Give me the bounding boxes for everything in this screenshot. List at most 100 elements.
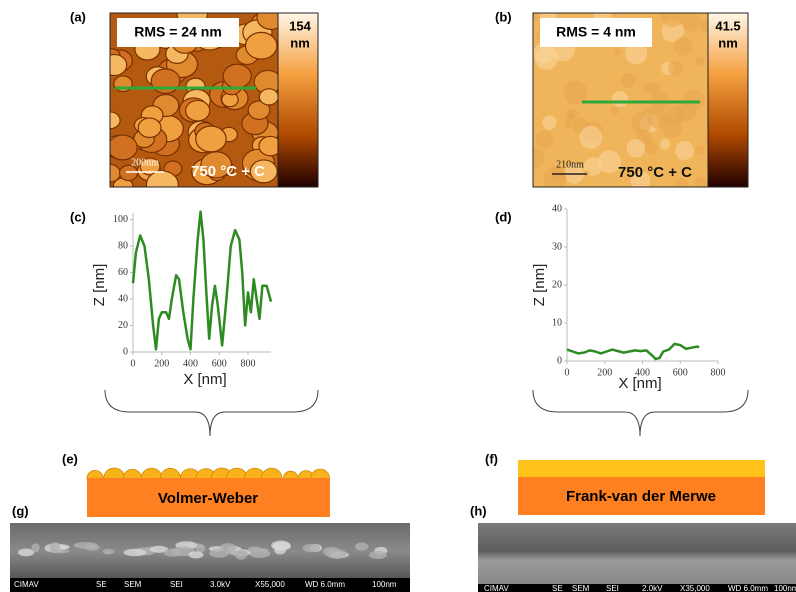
texture <box>621 73 636 88</box>
panel-label: (h) <box>470 503 487 518</box>
x-tick-label: 600 <box>673 367 688 378</box>
sem-grain <box>327 549 347 559</box>
x-tick-label: 800 <box>241 358 256 369</box>
sem-info-item: SEM <box>124 580 142 589</box>
sem-info-item: SEI <box>606 584 619 592</box>
condition: 750 °C + C <box>191 163 265 180</box>
y-tick-label: 40 <box>118 293 128 304</box>
rms-text: RMS = 4 nm <box>556 24 636 40</box>
y-tick-label: 20 <box>552 279 562 290</box>
texture <box>660 139 670 149</box>
texture <box>611 106 620 115</box>
x-tick-label: 200 <box>597 367 612 378</box>
x-tick-label: 0 <box>565 367 570 378</box>
sem-info-item: WD 6.0mm <box>728 584 768 592</box>
texture <box>695 145 705 155</box>
sem-info-item: 100nm <box>372 580 397 589</box>
grain <box>108 135 137 160</box>
x-tick-label: 600 <box>212 358 227 369</box>
panel-label: (d) <box>495 209 512 224</box>
texture <box>675 141 694 160</box>
texture <box>647 108 667 128</box>
x-tick-label: 200 <box>154 358 169 369</box>
grain <box>138 118 161 137</box>
sem-grain <box>124 549 147 556</box>
texture <box>527 7 540 20</box>
texture <box>684 90 705 111</box>
brace <box>533 390 748 436</box>
panel-label: (g) <box>12 503 29 518</box>
texture <box>535 47 558 70</box>
sem-grain <box>103 549 115 555</box>
sem-grain <box>49 542 60 551</box>
scale-unit: nm <box>718 35 738 50</box>
y-tick-label: 20 <box>118 320 128 331</box>
texture <box>696 56 706 66</box>
texture <box>668 61 682 75</box>
brace <box>105 390 318 436</box>
y-tick-label: 60 <box>118 267 128 278</box>
profile-charts: 0 20 40 60 80 100 0 200 400 600 800 X [nm] Z [nm] 0 10… <box>91 203 726 392</box>
texture <box>660 3 684 27</box>
grain <box>223 64 251 88</box>
panel-label: (f) <box>485 451 498 466</box>
profile-line <box>133 212 271 350</box>
sem-info-item: X55,000 <box>255 580 285 589</box>
grain <box>196 126 226 152</box>
sem-grain <box>248 546 261 552</box>
scale-bar-label: 210nm <box>556 159 584 170</box>
panel-label: (e) <box>62 451 78 466</box>
sem-info-item: SE <box>552 584 563 592</box>
sem-grain <box>188 551 203 558</box>
sem-grain <box>369 551 387 559</box>
panel-label: (a) <box>70 9 86 24</box>
sem-grain <box>74 542 98 549</box>
scale-max: 154 <box>289 18 311 33</box>
texture <box>542 115 556 129</box>
texture <box>627 139 646 158</box>
x-tick-label: 400 <box>183 358 198 369</box>
sem-info-item: WD 6.0mm <box>305 580 345 589</box>
texture <box>614 49 621 56</box>
sem-info-item: 3.0kV <box>210 580 231 589</box>
condition: 750 °C + C <box>618 164 692 181</box>
texture <box>564 120 572 128</box>
sem-grain <box>31 543 39 552</box>
texture <box>579 126 602 149</box>
sem-info-item: 2.0kV <box>642 584 663 592</box>
y-axis-label: Z [nm] <box>91 264 108 307</box>
y-axis-label: Z [nm] <box>531 264 548 307</box>
sem-info-item: X35,000 <box>680 584 710 592</box>
grain <box>186 100 210 120</box>
y-tick-label: 0 <box>557 355 562 366</box>
x-tick-label: 0 <box>131 358 136 369</box>
figure: (a) 154 nm RMS = 24 nm 200nm 750 °C + C … <box>0 0 796 592</box>
growth-mode: Frank-van der Merwe <box>566 488 716 505</box>
grain <box>151 69 180 93</box>
y-tick-label: 80 <box>118 240 128 251</box>
sem-grain <box>209 549 228 558</box>
texture <box>567 109 578 120</box>
sem-grain <box>164 549 183 557</box>
scale-unit: nm <box>290 35 310 50</box>
grain <box>146 171 178 198</box>
y-tick-label: 40 <box>552 203 562 214</box>
sem-grain <box>226 551 247 556</box>
texture <box>584 170 590 176</box>
sem-info-item: SEM <box>572 584 590 592</box>
texture <box>536 131 554 149</box>
y-tick-label: 10 <box>552 317 562 328</box>
sem-info-item: SE <box>96 580 107 589</box>
grain <box>245 32 276 59</box>
panel-label: (c) <box>70 209 86 224</box>
growth-mode: Volmer-Weber <box>158 490 258 507</box>
layer <box>518 460 765 477</box>
y-tick-label: 100 <box>113 214 128 225</box>
sem-info-item: CIMAV <box>484 584 509 592</box>
scale-bar-label: 200nm <box>131 157 159 168</box>
scale-max: 41.5 <box>715 18 740 33</box>
grain <box>102 55 127 76</box>
rms-text: RMS = 24 nm <box>134 24 222 40</box>
texture <box>642 84 649 91</box>
x-axis-label: X [nm] <box>183 371 226 388</box>
